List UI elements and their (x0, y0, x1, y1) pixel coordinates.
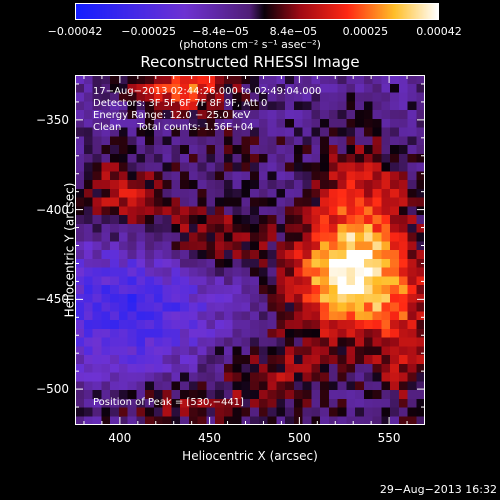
x-tick-label: 550 (377, 431, 401, 445)
colorbar-tick-label: −0.00042 (47, 25, 103, 38)
colorbar (75, 3, 439, 20)
colorbar-tick-label: 0.00042 (416, 25, 462, 38)
peak-position-label: Position of Peak = [530,−441] (93, 397, 244, 408)
colorbar-tick-label: 8.4e−05 (269, 25, 318, 38)
x-tick-label: 450 (198, 431, 222, 445)
colorbar-tick-label: −8.4e−05 (192, 25, 249, 38)
footer-timestamp: 29−Aug−2013 16:32 (379, 483, 497, 496)
y-tick-label: −400 (36, 202, 69, 217)
y-tick-label: −350 (36, 112, 69, 127)
y-tick-label: −500 (36, 382, 69, 397)
info-time-range: 17−Aug−2013 02:44:26.000 to 02:49:04.000 (93, 86, 322, 97)
info-energy-range: Energy Range: 12.0 − 25.0 keV (93, 110, 251, 121)
y-axis-label: Heliocentric Y (arcsec) (62, 182, 77, 318)
y-tick-label: −450 (36, 292, 69, 307)
colorbar-tick-labels: −0.00042 −0.00025 −8.4e−05 8.4e−05 0.000… (0, 25, 500, 41)
chart-title: Reconstructed RHESSI Image (140, 53, 360, 71)
info-detectors: Detectors: 3F 5F 6F 7F 8F 9F, Att 0 (93, 98, 268, 109)
info-clean-counts: Clean Total counts: 1.56E+04 (93, 122, 254, 133)
x-tick-label: 500 (287, 431, 311, 445)
colorbar-tick-label: −0.00025 (121, 25, 177, 38)
heatmap-image (75, 75, 425, 425)
plot-axes (75, 75, 425, 425)
plot-frame (75, 75, 425, 425)
colorbar-unit-label: (photons cm⁻² s⁻¹ asec⁻²) (179, 38, 321, 51)
colorbar-tick-label: 0.00025 (342, 25, 389, 38)
plot-area: 17−Aug−2013 02:44:26.000 to 02:49:04.000… (75, 75, 425, 425)
x-tick-label: 400 (108, 431, 132, 445)
x-axis-label: Heliocentric X (arcsec) (182, 449, 318, 463)
